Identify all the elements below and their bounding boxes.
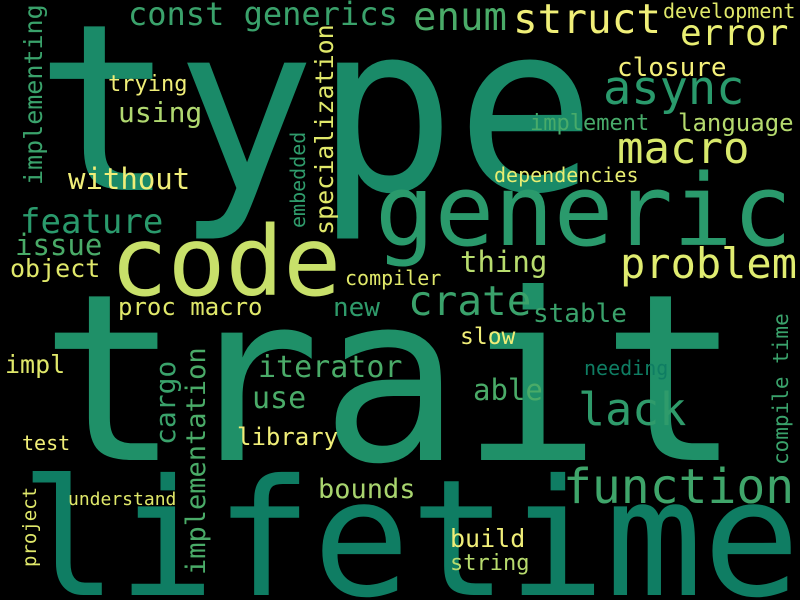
word: object [10, 254, 100, 283]
word: embedded [286, 132, 310, 228]
word: dependencies [494, 163, 639, 187]
word: able [473, 373, 543, 407]
word: implementation [181, 347, 212, 575]
word: specialization [310, 24, 339, 235]
word: using [118, 96, 202, 129]
word: crate [408, 277, 531, 325]
word: feature [20, 202, 163, 242]
word: impl [5, 350, 65, 379]
word: function [563, 459, 794, 515]
word: code [110, 206, 341, 318]
word: needing [584, 356, 668, 380]
word: compiler [345, 266, 441, 290]
word: lifetime [20, 446, 800, 600]
word: bounds [318, 474, 416, 505]
word: lack [578, 383, 686, 436]
word: proc macro [118, 293, 263, 321]
word: issue [15, 228, 102, 262]
word: library [237, 423, 338, 451]
word: macro [617, 123, 749, 174]
word: implementing [19, 4, 48, 185]
word: without [68, 162, 190, 196]
word: async [603, 61, 744, 116]
word: trying [108, 72, 187, 97]
word: error [680, 13, 788, 54]
word: generic [375, 154, 792, 269]
word: implement [530, 111, 649, 136]
word: development [663, 0, 795, 23]
word: test [22, 431, 70, 455]
word: struct [513, 0, 661, 43]
word: iterator [258, 350, 403, 385]
word: use [252, 381, 306, 416]
word: understand [68, 489, 176, 510]
word: language [678, 109, 794, 137]
word: project [19, 487, 41, 567]
word: string [450, 551, 529, 576]
word: cargo [149, 361, 182, 445]
word: thing [460, 245, 547, 279]
word: closure [617, 53, 727, 83]
word: type [35, 0, 596, 245]
word: build [450, 524, 525, 553]
word: stable [533, 299, 627, 329]
word: problem [620, 239, 797, 288]
word: trait [40, 244, 741, 515]
word: new [333, 293, 380, 323]
word: const generics [128, 0, 398, 33]
word: compile time [769, 313, 793, 465]
word: enum [413, 0, 507, 40]
word: slow [460, 324, 516, 350]
